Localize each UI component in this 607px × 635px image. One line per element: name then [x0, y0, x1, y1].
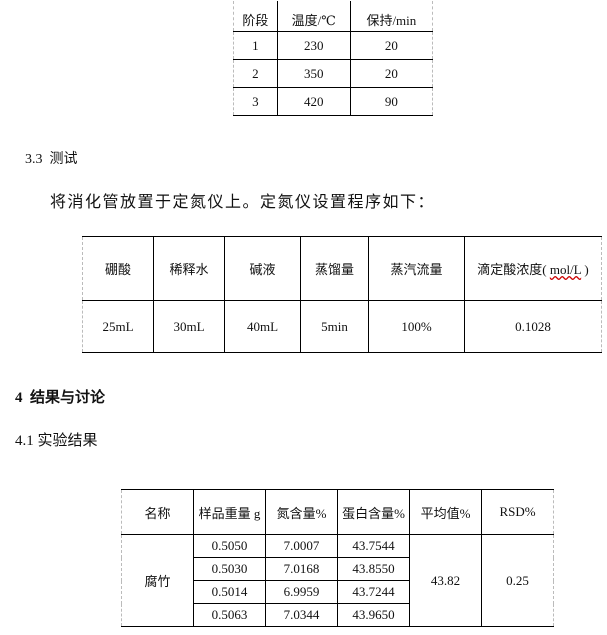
- header-cell: 样品重量 g: [193, 489, 266, 535]
- section-title: 实验结果: [37, 433, 98, 449]
- distillation-settings-table: 硼酸 稀释水 碱液 蒸馏量 蒸汽流量 滴定酸浓度( mol/L ) 25mL 3…: [82, 236, 602, 353]
- sample-name-cell: 腐竹: [121, 534, 194, 627]
- section-number: 4: [15, 390, 23, 406]
- paragraph: 将消化管放置于定氮仪上。定氮仪设置程序如下：: [50, 194, 436, 211]
- cell: 20: [349, 31, 434, 60]
- table-row: 0.5063 7.0344 43.9650: [122, 603, 554, 627]
- cell: 350: [276, 59, 351, 88]
- cell: 0.1028: [464, 300, 602, 353]
- header-cell: 蒸汽流量: [368, 236, 465, 301]
- cell: 5min: [300, 300, 369, 353]
- header-cell: 温度/℃: [276, 1, 351, 32]
- header-cell: 滴定酸浓度( mol/L ): [464, 236, 602, 301]
- cell: 20: [349, 59, 434, 88]
- table-row: 25mL 30mL 40mL 5min 100% 0.1028: [82, 300, 602, 353]
- cell: 43.8550: [337, 557, 410, 581]
- table-row: 3 420 90: [233, 87, 434, 116]
- average-cell: 43.82: [409, 534, 482, 627]
- section-number: 3.3: [25, 152, 43, 167]
- section-heading-3-3: 3.3 测试: [25, 148, 78, 168]
- table-header-row: 名称 样品重量 g 氮含量% 蛋白含量% 平均值% RSD%: [121, 489, 554, 535]
- section-heading-4-1: 4.1 实验结果: [15, 429, 98, 450]
- section-title: 结果与讨论: [30, 390, 106, 406]
- cell: 7.0168: [265, 557, 338, 581]
- header-cell: 阶段: [233, 1, 278, 32]
- table-row: 0.5030 7.0168 43.8550: [122, 557, 554, 581]
- cell: 0.5063: [193, 603, 266, 627]
- cell: 7.0007: [265, 534, 338, 558]
- cell: 0.5030: [193, 557, 266, 581]
- cell: 40mL: [224, 300, 301, 353]
- header-cell: 平均值%: [409, 489, 482, 535]
- header-cell: 名称: [121, 489, 194, 535]
- cell: 7.0344: [265, 603, 338, 627]
- header-cell: 保持/min: [349, 1, 434, 32]
- header-unit: mol/L: [549, 262, 582, 277]
- table-row: 0.5014 6.9959 43.7244: [122, 580, 554, 604]
- section-title: 测试: [49, 152, 78, 167]
- header-text: ): [584, 262, 589, 277]
- header-cell: 氮含量%: [265, 489, 338, 535]
- cell: 6.9959: [265, 580, 338, 604]
- cell: 2: [233, 59, 278, 88]
- cell: 43.7244: [337, 580, 410, 604]
- results-table: 名称 样品重量 g 氮含量% 蛋白含量% 平均值% RSD% 腐竹 0.5050…: [121, 489, 554, 627]
- cell: 1: [233, 31, 278, 60]
- header-cell: 硼酸: [82, 236, 154, 301]
- rsd-cell: 0.25: [481, 534, 554, 627]
- cell: 43.7544: [337, 534, 410, 558]
- cell: 25mL: [82, 300, 154, 353]
- cell: 230: [276, 31, 351, 60]
- cell: 90: [349, 87, 434, 116]
- header-cell: 碱液: [224, 236, 301, 301]
- digestion-program-table: 阶段 温度/℃ 保持/min 1 230 20 2 350 20 3 420 90: [233, 1, 434, 116]
- table-row: 2 350 20: [233, 59, 434, 88]
- cell: 30mL: [153, 300, 225, 353]
- cell: 100%: [368, 300, 465, 353]
- table-row: 腐竹 0.5050 7.0007 43.7544 43.82 0.25: [121, 534, 554, 627]
- header-cell: 蛋白含量%: [337, 489, 410, 535]
- section-heading-4: 4 结果与讨论: [15, 386, 105, 407]
- cell: 3: [233, 87, 278, 116]
- cell: 0.5050: [193, 534, 266, 558]
- table-header-row: 硼酸 稀释水 碱液 蒸馏量 蒸汽流量 滴定酸浓度( mol/L ): [82, 236, 602, 301]
- header-cell: 稀释水: [153, 236, 225, 301]
- cell: 0.5014: [193, 580, 266, 604]
- header-cell: 蒸馏量: [300, 236, 369, 301]
- section-number: 4.1: [15, 433, 34, 449]
- cell: 420: [276, 87, 351, 116]
- table-header-row: 阶段 温度/℃ 保持/min: [233, 1, 434, 32]
- header-text: 滴定酸浓度(: [477, 262, 547, 277]
- header-cell: RSD%: [481, 489, 554, 535]
- cell: 43.9650: [337, 603, 410, 627]
- table-row: 1 230 20: [233, 31, 434, 60]
